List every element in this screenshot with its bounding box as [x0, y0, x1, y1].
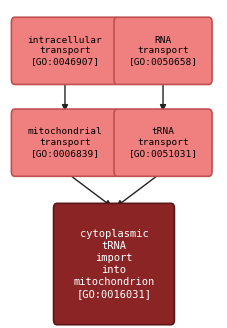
Text: cytoplasmic
tRNA
import
into
mitochondrion
[GO:0016031]: cytoplasmic tRNA import into mitochondri… [73, 229, 154, 299]
FancyBboxPatch shape [53, 203, 174, 325]
FancyBboxPatch shape [114, 17, 211, 84]
Text: intracellular
transport
[GO:0046907]: intracellular transport [GO:0046907] [27, 36, 102, 66]
Text: tRNA
transport
[GO:0051031]: tRNA transport [GO:0051031] [128, 128, 197, 158]
Text: mitochondrial
transport
[GO:0006839]: mitochondrial transport [GO:0006839] [27, 128, 102, 158]
FancyBboxPatch shape [114, 109, 211, 176]
FancyBboxPatch shape [11, 17, 118, 84]
FancyBboxPatch shape [11, 109, 118, 176]
Text: RNA
transport
[GO:0050658]: RNA transport [GO:0050658] [128, 36, 197, 66]
